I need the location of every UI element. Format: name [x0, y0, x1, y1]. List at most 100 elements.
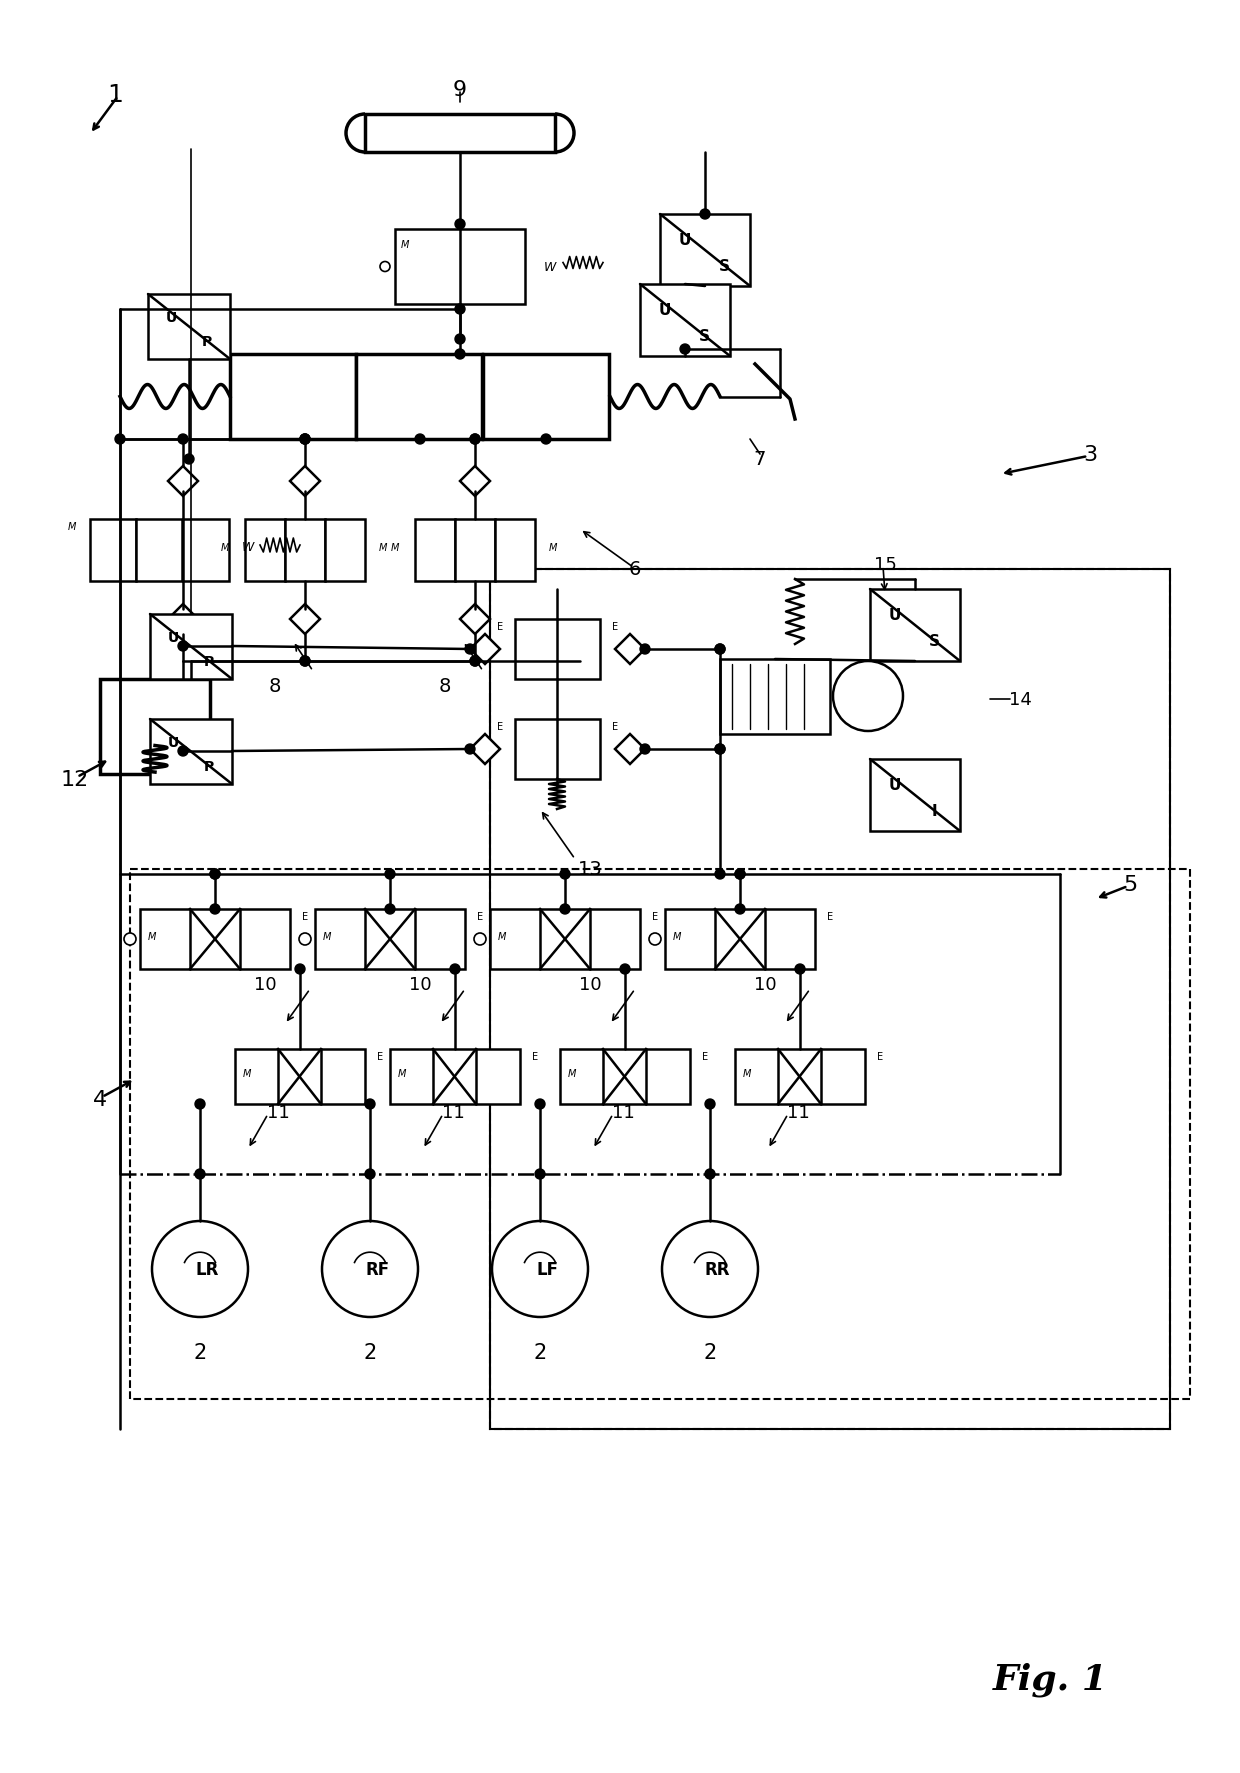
- Text: M: M: [549, 543, 557, 553]
- Circle shape: [640, 645, 650, 654]
- Text: M: M: [148, 931, 156, 941]
- Polygon shape: [470, 734, 500, 764]
- Text: M: M: [243, 1069, 252, 1078]
- Text: 5: 5: [1123, 874, 1137, 895]
- Bar: [870, 759, 960, 832]
- Text: 15: 15: [873, 555, 897, 574]
- Polygon shape: [615, 635, 645, 665]
- Circle shape: [541, 434, 551, 445]
- Polygon shape: [615, 734, 645, 764]
- Text: M: M: [568, 1069, 577, 1078]
- Circle shape: [455, 349, 465, 360]
- Bar: [396, 230, 525, 305]
- Polygon shape: [290, 605, 320, 635]
- Circle shape: [715, 745, 725, 755]
- Polygon shape: [470, 635, 500, 665]
- Text: 12: 12: [61, 769, 89, 789]
- Circle shape: [680, 344, 689, 355]
- Circle shape: [179, 642, 188, 652]
- Bar: [490, 569, 1171, 1429]
- Bar: [285, 519, 325, 582]
- Bar: [870, 590, 960, 661]
- Text: 13: 13: [578, 860, 603, 879]
- Text: 3: 3: [1083, 445, 1097, 465]
- Bar: [236, 1050, 365, 1105]
- Circle shape: [299, 933, 311, 945]
- Circle shape: [640, 745, 650, 755]
- Text: E: E: [497, 722, 503, 732]
- Text: S: S: [699, 330, 711, 344]
- Circle shape: [465, 745, 475, 755]
- Text: M: M: [743, 1069, 751, 1078]
- Bar: [490, 569, 1171, 1429]
- Bar: [140, 910, 290, 970]
- Circle shape: [706, 1099, 715, 1110]
- Polygon shape: [167, 466, 198, 496]
- Text: 6: 6: [629, 560, 641, 580]
- Circle shape: [450, 965, 460, 975]
- Circle shape: [620, 965, 630, 975]
- Text: W: W: [544, 261, 557, 273]
- Text: M: M: [398, 1069, 407, 1078]
- Circle shape: [300, 656, 310, 667]
- Circle shape: [365, 1099, 374, 1110]
- Bar: [130, 869, 1190, 1399]
- Bar: [735, 1050, 866, 1105]
- Text: Fig. 1: Fig. 1: [992, 1661, 1107, 1697]
- Text: U: U: [889, 777, 901, 793]
- Circle shape: [195, 1099, 205, 1110]
- Text: E: E: [611, 722, 618, 732]
- Text: U: U: [167, 631, 179, 644]
- Text: E: E: [477, 911, 484, 922]
- Text: 2: 2: [193, 1342, 207, 1362]
- Circle shape: [195, 1170, 205, 1179]
- Text: S: S: [929, 635, 940, 649]
- Text: E: E: [652, 911, 658, 922]
- Text: M: M: [68, 521, 76, 532]
- Circle shape: [560, 869, 570, 879]
- Bar: [720, 660, 830, 734]
- Circle shape: [715, 645, 725, 654]
- Circle shape: [455, 335, 465, 344]
- Circle shape: [295, 965, 305, 975]
- Text: LF: LF: [536, 1261, 558, 1278]
- Text: E: E: [827, 911, 833, 922]
- Circle shape: [706, 1170, 715, 1179]
- Text: U: U: [658, 303, 671, 317]
- Bar: [136, 519, 182, 582]
- Circle shape: [649, 933, 661, 945]
- Circle shape: [795, 965, 805, 975]
- Text: U: U: [165, 310, 176, 324]
- Bar: [640, 285, 730, 356]
- Text: M: M: [673, 931, 681, 941]
- Circle shape: [322, 1222, 418, 1317]
- Text: 10: 10: [254, 975, 277, 993]
- Text: 11: 11: [786, 1103, 810, 1121]
- Bar: [325, 519, 365, 582]
- Circle shape: [455, 305, 465, 316]
- Text: 8: 8: [269, 677, 281, 697]
- Text: 1: 1: [107, 83, 123, 106]
- Bar: [365, 115, 556, 152]
- Circle shape: [384, 869, 396, 879]
- Circle shape: [735, 869, 745, 879]
- Text: LR: LR: [196, 1261, 219, 1278]
- Text: M: M: [497, 931, 506, 941]
- Circle shape: [179, 656, 188, 667]
- Text: P: P: [202, 335, 212, 349]
- Text: 4: 4: [93, 1089, 107, 1110]
- Circle shape: [365, 1170, 374, 1179]
- Text: 11: 11: [611, 1103, 635, 1121]
- Circle shape: [300, 656, 310, 667]
- Bar: [150, 615, 232, 679]
- Circle shape: [560, 904, 570, 915]
- Circle shape: [415, 434, 425, 445]
- Text: S: S: [719, 259, 730, 275]
- Circle shape: [455, 220, 465, 230]
- Circle shape: [662, 1222, 758, 1317]
- Text: 2: 2: [703, 1342, 717, 1362]
- Circle shape: [379, 262, 391, 273]
- Polygon shape: [460, 466, 490, 496]
- Circle shape: [210, 869, 219, 879]
- Circle shape: [465, 645, 475, 654]
